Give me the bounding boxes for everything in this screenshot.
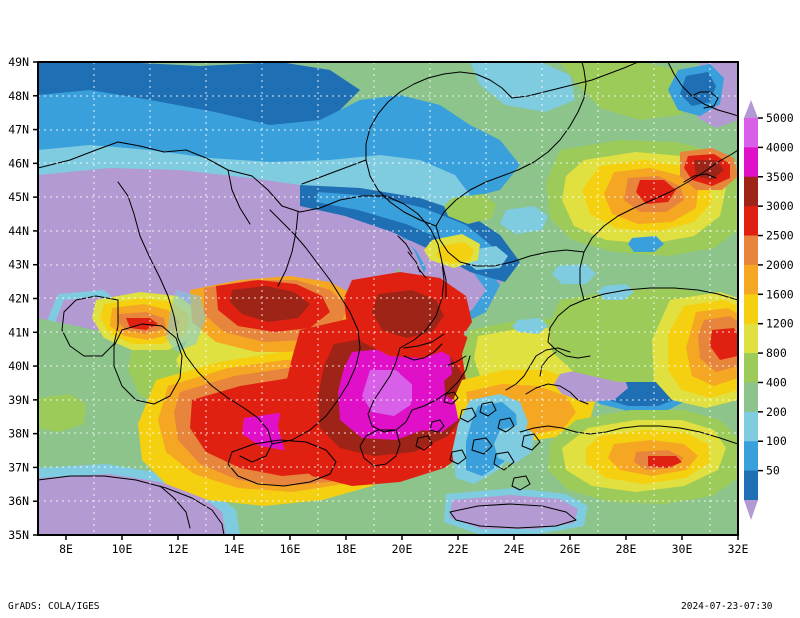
x-axis: 8E 10E 12E 14E 16E 18E 20E 22E 24E 26E 28E 30E 32E [59,535,748,556]
colorbar-band[interactable] [744,118,758,148]
x-tick-label: 32E [728,542,749,556]
colorbar-band[interactable] [744,176,758,207]
y-tick-label: 43N [8,258,29,272]
x-tick-label: 26E [560,542,581,556]
colorbar-tick-label: 50 [766,464,780,478]
colorbar-tick-label: 400 [766,375,787,389]
colorbar-extend-low [744,500,758,520]
y-tick-label: 40N [8,359,29,373]
colorbar-band[interactable] [744,294,758,325]
render-timestamp: 2024-07-23-07:30 [681,601,773,612]
colorbar-band[interactable] [744,264,758,295]
x-tick-label: 16E [280,542,301,556]
x-tick-label: 10E [112,542,133,556]
colorbar-band[interactable] [744,147,758,178]
y-tick-label: 48N [8,89,29,103]
y-tick-label: 47N [8,123,29,137]
colorbar-band[interactable] [744,235,758,266]
x-tick-label: 12E [168,542,189,556]
y-tick-label: 44N [8,224,29,238]
y-tick-label: 49N [8,55,29,69]
colorbar-tick-label: 3500 [766,170,794,184]
y-tick-label: 45N [8,190,29,204]
colorbar-band[interactable] [744,411,758,442]
x-tick-label: 14E [224,542,245,556]
cape-field [38,62,738,535]
colorbar-band[interactable] [744,441,758,472]
colorbar-tick-label: 3000 [766,199,794,213]
grads-credit: GrADS: COLA/IGES [8,601,100,612]
x-tick-label: 24E [504,542,525,556]
y-tick-label: 37N [8,460,29,474]
y-tick-label: 35N [8,528,29,542]
y-tick-label: 39N [8,393,29,407]
colorbar-extend-high [744,100,758,118]
colorbar-tick-label: 4000 [766,140,794,154]
colorbar-tick-label: 100 [766,434,787,448]
x-tick-label: 8E [59,542,73,556]
y-tick-label: 46N [8,156,29,170]
y-tick-label: 42N [8,292,29,306]
graticule [38,62,738,535]
y-tick-label: 38N [8,427,29,441]
colorbar-tick-label: 200 [766,405,787,419]
colorbar-tick-label: 800 [766,346,787,360]
colorbar-band[interactable] [744,470,758,501]
colorbar[interactable]: 50 100 200 400 800 1200 1600 2000 2500 3000 3500 40… [744,100,794,520]
colorbar-tick-label: 2000 [766,258,794,272]
x-tick-label: 30E [672,542,693,556]
colorbar-tick-label: 2500 [766,229,794,243]
x-tick-label: 28E [616,542,637,556]
colorbar-band[interactable] [744,353,758,384]
y-tick-label: 36N [8,494,29,508]
x-tick-label: 20E [392,542,413,556]
coastline-layer [38,62,738,535]
colorbar-band[interactable] [744,323,758,354]
x-tick-label: 22E [448,542,469,556]
colorbar-tick-label: 1200 [766,317,794,331]
x-tick-label: 18E [336,542,357,556]
colorbar-band[interactable] [744,206,758,237]
y-axis: 35N 36N 37N 38N 39N 40N 41N 42N 43N 44N 45N 46N 47N 4… [8,55,38,542]
colorbar-tick-label: 5000 [766,111,794,125]
colorbar-tick-label: 1600 [766,287,794,301]
y-tick-label: 41N [8,325,29,339]
colorbar-band[interactable] [744,382,758,413]
